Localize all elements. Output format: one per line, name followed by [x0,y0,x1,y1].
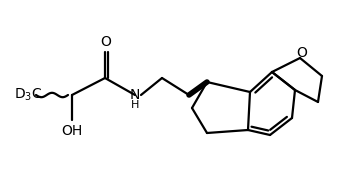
Text: D$_3$C: D$_3$C [14,87,42,103]
Text: N: N [130,88,140,102]
Text: OH: OH [61,124,83,138]
Text: O: O [100,35,111,49]
Text: O: O [296,46,307,60]
Text: H: H [131,100,139,110]
